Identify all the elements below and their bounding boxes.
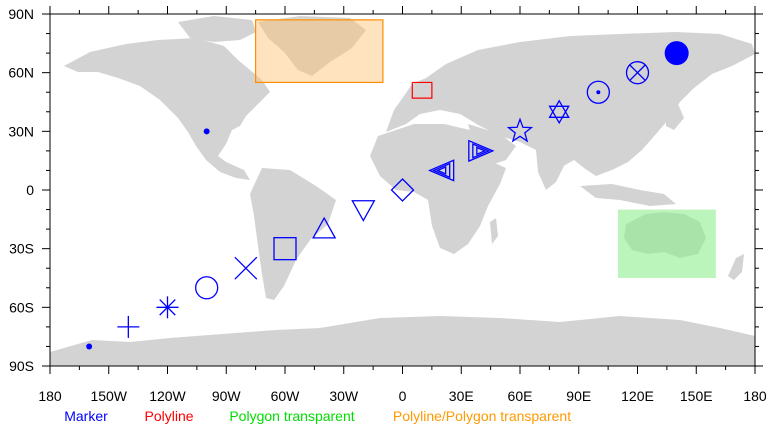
marker-arrow-chevron-1 xyxy=(472,143,491,159)
marker-triangle-up-glyph xyxy=(312,216,337,239)
marker-circle-dot-13 xyxy=(586,80,610,104)
land-antarctica xyxy=(50,316,755,366)
marker-dot-glyph xyxy=(86,343,93,350)
land-arabia xyxy=(468,124,516,166)
marker-circle-glyph xyxy=(195,276,219,300)
marker-circle-outline xyxy=(586,80,610,104)
marker-diamond-8 xyxy=(390,178,415,202)
legend: Marker Polyline Polygon transparent Polylin… xyxy=(64,408,571,424)
axis-ticks xyxy=(42,6,763,374)
marker-dot-16 xyxy=(203,128,210,135)
legend-item: Polyline xyxy=(144,408,193,424)
land-new-zealand xyxy=(728,254,744,280)
marker-arrow-chevron-0 xyxy=(468,139,495,163)
lon-tick-label: 90E xyxy=(566,388,591,404)
lon-tick-label: 60W xyxy=(271,388,301,404)
marker-filled-circle-15 xyxy=(664,41,689,66)
marker-circle-center xyxy=(596,90,601,95)
marker-triangle-up-6 xyxy=(312,216,337,239)
marker-triple-arrow-right-10 xyxy=(468,139,495,163)
land-north-america xyxy=(64,38,270,180)
marker-square-5 xyxy=(273,237,297,261)
lat-tick-label: 0 xyxy=(26,182,34,198)
marker-x-4 xyxy=(234,256,258,280)
marker-star-triangle-down xyxy=(548,105,570,125)
lon-tick-label: 120W xyxy=(149,388,186,404)
marker-circle-x-14 xyxy=(625,61,650,85)
marker-asterisk-2 xyxy=(156,296,179,319)
marker-triple-arrow-left-9 xyxy=(428,159,455,182)
marker-square-glyph xyxy=(273,237,297,261)
land-madagascar xyxy=(490,218,498,244)
marker-arrow-chevron-2 xyxy=(436,166,447,175)
lat-tick-label: 90S xyxy=(9,358,34,374)
marker-triangle-down-glyph xyxy=(351,200,376,222)
polyline-polygon-transparent xyxy=(255,19,384,84)
land-japan xyxy=(666,104,684,130)
marker-arrow-chevron-2 xyxy=(476,146,487,156)
marker-circle-x-b xyxy=(629,64,646,81)
overlay-layer xyxy=(86,19,716,350)
land-greenland xyxy=(258,16,366,76)
lat-tick-label: 60N xyxy=(8,65,34,81)
marker-arrow-chevron-1 xyxy=(432,162,451,179)
marker-arrow-chevron-0 xyxy=(428,159,455,182)
marker-star-of-david-12 xyxy=(548,99,570,125)
marker-dot-glyph xyxy=(203,128,210,135)
lon-tick-label: 120E xyxy=(621,388,654,404)
lat-tick-label: 90N xyxy=(8,6,34,22)
lon-tick-label: 180 xyxy=(743,388,767,404)
legend-item: Polygon transparent xyxy=(229,408,354,424)
land-africa xyxy=(370,124,506,254)
land-south-america xyxy=(250,168,336,300)
legend-item: Marker xyxy=(64,408,108,424)
lon-tick-label: 30E xyxy=(449,388,474,404)
legend-item: Polyline/Polygon transparent xyxy=(393,408,571,424)
lon-tick-label: 150W xyxy=(90,388,127,404)
lon-tick-label: 30W xyxy=(329,388,359,404)
land-indonesia xyxy=(580,184,676,206)
lon-tick-label: 0 xyxy=(399,388,407,404)
marker-diamond-glyph xyxy=(390,178,415,202)
marker-plus-1 xyxy=(117,315,140,338)
lon-tick-label: 90W xyxy=(212,388,242,404)
marker-dot-0 xyxy=(86,343,93,350)
marker-filled-circle-glyph xyxy=(664,41,689,66)
lon-tick-label: 180 xyxy=(38,388,62,404)
marker-triangle-down-7 xyxy=(351,200,376,222)
marker-star-glyph xyxy=(506,117,534,143)
land-eurasia xyxy=(386,32,755,176)
land-arctic-islands xyxy=(178,16,256,42)
lat-tick-label: 30S xyxy=(9,241,34,257)
land-india xyxy=(536,150,566,190)
marker-circle-outline xyxy=(625,61,650,85)
marker-circle-3 xyxy=(195,276,219,300)
marker-asterisk-ray xyxy=(159,299,176,316)
marker-star-triangle-up xyxy=(548,99,570,118)
lat-tick-label: 60S xyxy=(9,299,34,315)
polygon-transparent xyxy=(617,209,716,278)
lat-tick-label: 30N xyxy=(8,123,34,139)
lon-tick-label: 60E xyxy=(508,388,533,404)
polyline-box xyxy=(411,81,433,99)
marker-star-11 xyxy=(506,117,534,143)
lon-tick-label: 150E xyxy=(680,388,713,404)
marker-x-b xyxy=(234,256,258,280)
